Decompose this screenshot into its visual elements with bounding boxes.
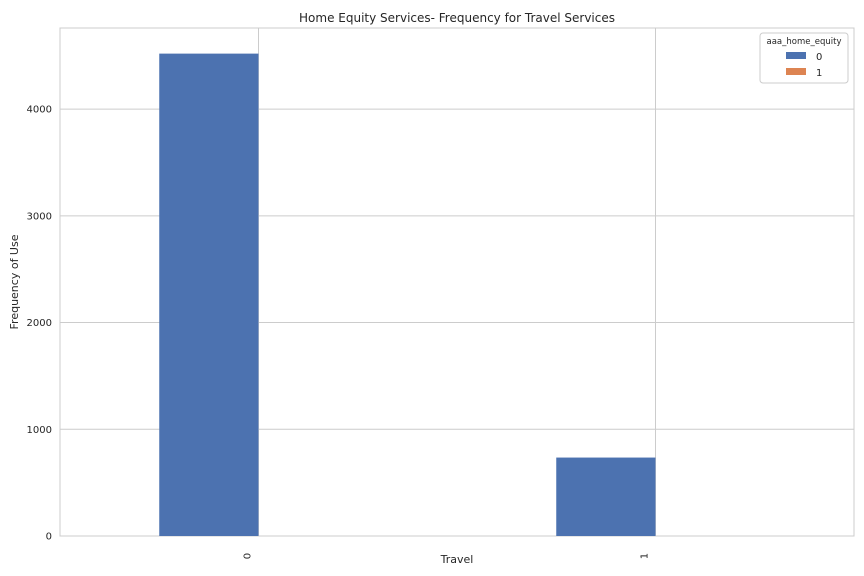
bar-series-0-cat-1 [556, 457, 656, 536]
x-tick-label-0: 0 [243, 553, 254, 559]
legend-swatch-0 [786, 52, 806, 59]
chart-title: Home Equity Services- Frequency for Trav… [299, 11, 615, 25]
legend-title: aaa_home_equity [767, 37, 842, 47]
x-axis-label: Travel [440, 553, 474, 566]
legend-label-1: 1 [816, 68, 822, 79]
y-tick-label-1: 1000 [27, 425, 52, 436]
y-tick-labels: 0 1000 2000 3000 4000 [27, 105, 52, 543]
y-tick-label-4: 4000 [27, 105, 52, 116]
y-tick-label-0: 0 [46, 532, 52, 543]
y-tick-label-3: 3000 [27, 211, 52, 222]
plot-area [59, 27, 855, 537]
legend-swatch-1 [786, 68, 806, 75]
x-tick-label-1: 1 [640, 553, 651, 559]
bars [159, 53, 656, 537]
bar-series-0-cat-0 [159, 53, 259, 537]
y-axis-label: Frequency of Use [8, 234, 21, 329]
y-tick-label-2: 2000 [27, 318, 52, 329]
legend: aaa_home_equity 0 1 [759, 32, 849, 84]
legend-label-0: 0 [816, 52, 822, 63]
